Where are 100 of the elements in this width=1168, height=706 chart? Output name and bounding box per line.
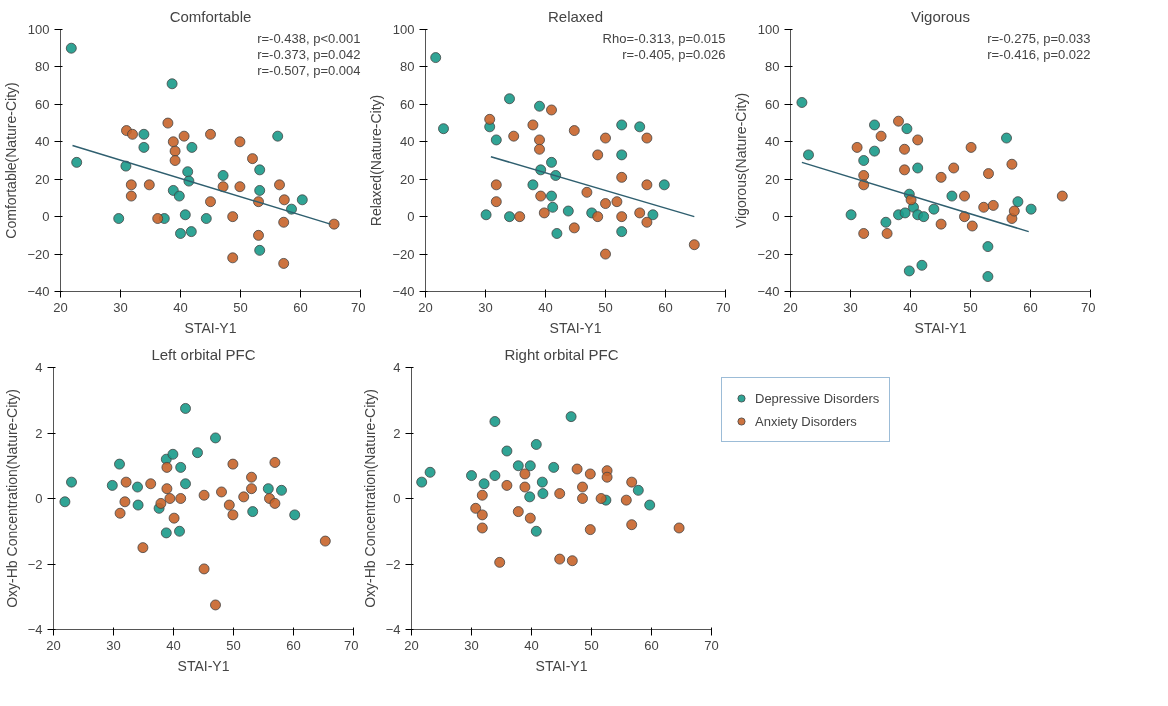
- point: [634, 207, 646, 219]
- y-axis-title: Comfortable(Nature-City): [3, 82, 20, 239]
- point: [600, 132, 611, 144]
- y-tick-label: −2: [27, 556, 43, 572]
- point: [119, 496, 131, 508]
- point: [512, 460, 524, 472]
- point: [641, 216, 653, 228]
- y-tick-label: −40: [757, 284, 780, 299]
- y-tick-label: 20: [765, 171, 780, 187]
- point: [161, 483, 173, 495]
- point: [490, 196, 502, 208]
- point: [185, 226, 197, 237]
- point: [538, 207, 550, 219]
- x-tick-label: 70: [351, 299, 366, 315]
- point: [125, 190, 137, 202]
- y-tick-label: 20: [35, 171, 50, 187]
- point: [262, 483, 274, 495]
- point: [476, 489, 488, 501]
- point: [959, 211, 970, 223]
- y-tick-label: 2: [35, 425, 43, 441]
- point: [114, 507, 126, 519]
- point: [180, 478, 191, 490]
- point: [198, 563, 210, 575]
- point: [127, 128, 138, 140]
- point: [546, 190, 557, 202]
- point: [928, 203, 940, 215]
- point: [1008, 205, 1020, 217]
- annotation: r=-0.438, p<0.001: [257, 30, 361, 46]
- point: [167, 448, 179, 460]
- y-tick-label: 100: [392, 22, 415, 37]
- y-tick-label: 2: [393, 425, 401, 441]
- point: [632, 484, 644, 496]
- point: [223, 499, 235, 511]
- point: [641, 132, 653, 144]
- point: [982, 271, 994, 282]
- point: [584, 524, 596, 535]
- point: [626, 519, 638, 531]
- point: [519, 468, 531, 480]
- point: [875, 130, 887, 142]
- point: [246, 471, 257, 483]
- point: [524, 491, 536, 503]
- y-tick-label: 100: [757, 22, 780, 37]
- point: [601, 471, 613, 483]
- y-tick-label: −4: [27, 622, 43, 637]
- point: [530, 525, 542, 537]
- point: [489, 416, 501, 427]
- point: [476, 509, 488, 521]
- y-tick-label: 80: [765, 59, 780, 75]
- point: [166, 78, 178, 90]
- x-tick-label: 70: [1081, 299, 1096, 315]
- point: [1001, 132, 1012, 144]
- x-tick-label: 60: [644, 637, 659, 653]
- point: [160, 527, 172, 539]
- point: [278, 216, 290, 228]
- legend-label: Anxiety Disorders: [755, 413, 857, 429]
- point: [845, 209, 857, 221]
- x-axis-title: STAI-Y1: [535, 657, 588, 674]
- point: [484, 113, 496, 125]
- point: [234, 136, 246, 148]
- point: [175, 493, 187, 504]
- point: [966, 220, 978, 232]
- point: [880, 216, 892, 228]
- x-tick-label: 40: [173, 299, 188, 315]
- point: [918, 211, 930, 223]
- x-tick-label: 20: [46, 637, 61, 653]
- point: [169, 155, 181, 166]
- point: [534, 143, 545, 155]
- point: [269, 457, 281, 468]
- point: [272, 130, 284, 142]
- point: [566, 555, 578, 567]
- point: [935, 171, 947, 183]
- x-tick-label: 40: [166, 637, 181, 653]
- x-tick-label: 30: [106, 637, 121, 653]
- y-tick-label: −20: [27, 246, 50, 262]
- point: [416, 476, 428, 488]
- point: [186, 142, 198, 153]
- y-axis-title: Relaxed(Nature-City): [368, 94, 385, 227]
- point: [216, 486, 227, 498]
- point: [987, 200, 999, 211]
- y-tick-label: 0: [772, 209, 780, 225]
- point: [470, 502, 482, 514]
- point: [254, 185, 266, 196]
- point: [916, 259, 928, 271]
- point: [132, 481, 143, 493]
- point: [616, 211, 628, 223]
- point: [641, 179, 653, 191]
- point: [180, 403, 191, 414]
- point: [253, 229, 264, 241]
- x-tick-label: 50: [226, 637, 241, 653]
- y-tick-label: 0: [407, 209, 415, 225]
- x-tick-label: 20: [53, 299, 68, 315]
- point: [328, 218, 340, 230]
- point: [527, 119, 539, 131]
- point: [978, 201, 990, 213]
- point: [480, 209, 492, 221]
- point: [227, 458, 239, 470]
- y-tick-label: 40: [765, 134, 780, 150]
- point: [577, 481, 588, 493]
- point: [138, 128, 150, 140]
- x-tick-label: 20: [783, 299, 798, 315]
